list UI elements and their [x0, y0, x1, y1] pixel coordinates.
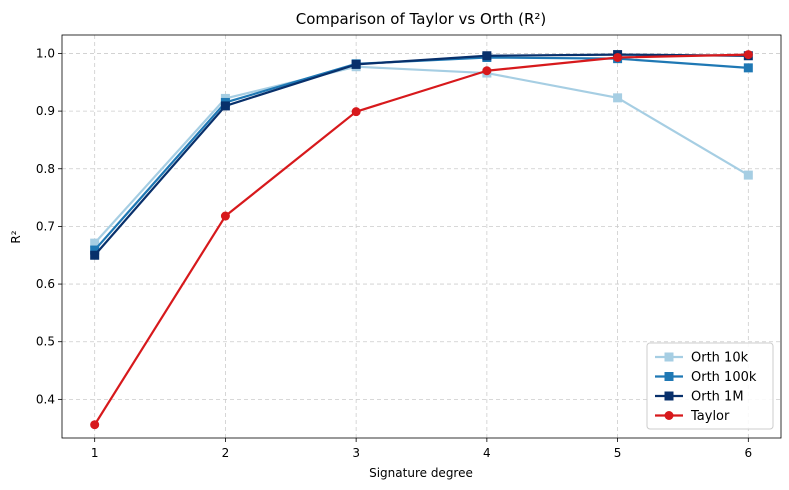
legend-label: Orth 100k — [691, 370, 757, 385]
x-tick-label: 1 — [91, 446, 99, 460]
x-tick-label: 5 — [614, 446, 622, 460]
series-taylor — [90, 50, 753, 430]
y-tick-label: 0.8 — [36, 162, 55, 176]
data-point — [613, 93, 623, 103]
data-point — [90, 245, 100, 255]
data-point — [482, 66, 492, 76]
y-tick-label: 0.7 — [36, 219, 55, 233]
legend-item-taylor: Taylor — [655, 409, 730, 424]
data-point — [743, 170, 753, 180]
data-point — [90, 420, 100, 430]
data-point — [220, 211, 230, 221]
legend-marker — [664, 411, 674, 420]
x-tick-label: 2 — [222, 446, 230, 460]
legend-marker — [664, 372, 674, 381]
data-point — [743, 63, 753, 73]
legend-label: Taylor — [690, 409, 730, 424]
data-point — [351, 59, 361, 69]
ticks: 1 2 3 4 5 6 0.4 0.5 0.6 0.7 0.8 0.9 1.0 — [36, 46, 752, 460]
series-line-taylor — [93, 53, 749, 426]
x-tick-label: 3 — [352, 446, 360, 460]
y-tick-label: 0.6 — [36, 277, 55, 291]
chart-title: Comparison of Taylor vs Orth (R²) — [296, 10, 547, 28]
data-point — [90, 238, 100, 248]
legend-box — [646, 342, 774, 430]
data-point — [90, 250, 100, 260]
legend: Orth 10k Orth 100k Orth 1M Taylor — [646, 342, 774, 430]
legend-label: Orth 1M — [691, 390, 744, 405]
y-tick-label: 0.4 — [36, 392, 55, 406]
legend-item-orth-10k: Orth 10k — [655, 351, 749, 366]
series-line-orth-10k — [93, 65, 749, 244]
legend-item-orth-100k: Orth 100k — [655, 370, 757, 385]
y-tick-label: 0.9 — [36, 104, 55, 118]
data-point — [220, 101, 230, 111]
legend-marker — [664, 391, 674, 401]
plot-frame — [61, 34, 782, 439]
legend-label: Orth 10k — [691, 351, 749, 366]
series-layer — [90, 50, 753, 430]
legend-marker — [664, 352, 674, 362]
x-tick-label: 6 — [744, 446, 752, 460]
data-point — [743, 50, 753, 60]
data-point — [613, 52, 623, 62]
y-tick-label: 1.0 — [36, 46, 55, 60]
y-tick-label: 0.5 — [36, 335, 55, 349]
legend-item-orth-1m: Orth 1M — [655, 390, 744, 405]
x-axis-label: Signature degree — [369, 466, 473, 480]
data-point — [351, 107, 361, 117]
y-axis-label: R² — [9, 230, 23, 243]
data-point — [482, 51, 492, 61]
series-line-orth-1m — [93, 53, 749, 256]
x-tick-label: 4 — [483, 446, 491, 460]
